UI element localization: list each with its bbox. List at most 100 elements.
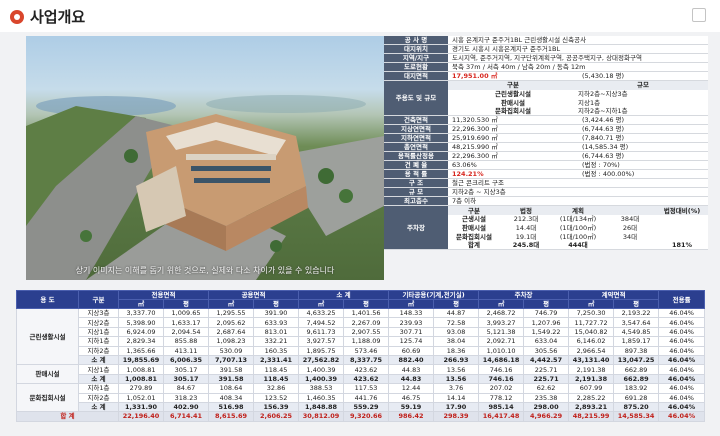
bullet-icon xyxy=(10,9,24,24)
use-label: 주용도 및 규모 xyxy=(384,80,448,117)
table-cell: 633.93 xyxy=(253,317,300,328)
area-table-body: 근린생활시설 지상3층 3,337.70 1,009.65 1,295.55 391.90… xyxy=(16,307,706,422)
total-cell: 30,812.09 xyxy=(298,411,345,422)
table-cell: 305.56 xyxy=(523,345,570,356)
table-cell: 391.58 xyxy=(208,373,255,385)
page-header: 사업개요 xyxy=(0,0,720,32)
use-header-type: 구분 xyxy=(448,81,578,90)
use-group-cell: 근린생활시설 xyxy=(16,307,79,366)
total-cell: 14,585.34 xyxy=(613,411,660,422)
info-row: 최고층수 7층 이하 xyxy=(384,196,708,207)
table-cell: 125.74 xyxy=(388,336,435,347)
table-cell: 15,040.82 xyxy=(568,326,615,338)
table-cell: 2,092.71 xyxy=(478,336,525,347)
table-cell: 239.93 xyxy=(388,317,435,328)
table-cell: 307.71 xyxy=(388,326,435,338)
unit-m2: ㎡ xyxy=(568,299,615,309)
subtotal-row: 소 계 1,331.90 402.90 516.98 156.39 1,848.88 559… xyxy=(17,401,706,413)
total-cell: 6,714.41 xyxy=(162,411,210,422)
use-section: 주용도 및 규모 구분 규모 근린생활시설 지하2층~지상3층 xyxy=(384,80,708,117)
table-cell: 6,924.09 xyxy=(118,326,164,338)
info-row: 지역/지구 도시지역, 준주거지역, 지구단위계획구역, 공공주택지구, 상대정… xyxy=(384,53,708,64)
info-row: 공 사 명 시흥 은계지구 준주거1BL 근린생활시설 신축공사 xyxy=(384,36,708,46)
row-label: 소 계 xyxy=(78,401,119,413)
info-value: 북측 37m / 서측 40m / 남측 20m / 동측 12m xyxy=(448,62,708,73)
table-cell: 408.34 xyxy=(208,392,255,403)
total-label: 합 계 xyxy=(16,411,119,422)
table-cell: 17.90 xyxy=(433,401,480,413)
info-row: 용 적 률 124.21% (법정 : 400.00%) xyxy=(384,169,708,180)
info-label: 공 사 명 xyxy=(384,36,448,46)
parking-label: 주차장 xyxy=(384,205,448,251)
row-label: 지하2층 xyxy=(78,392,119,403)
table-cell: 1,009.65 xyxy=(162,307,210,319)
parking-row: 근생시설 212.3대 (1대/134㎡) 384대 xyxy=(462,215,640,224)
table-cell: 117.53 xyxy=(343,383,390,394)
table-cell: 44.83 xyxy=(388,373,435,385)
info-value: 시흥 은계지구 준주거1BL 근린생활시설 신축공사 xyxy=(448,36,708,46)
table-cell: 19,855.69 xyxy=(118,354,164,366)
table-cell: 43,131.40 xyxy=(568,354,615,366)
table-cell: 413.11 xyxy=(162,345,210,356)
table-cell: 2,193.22 xyxy=(613,307,660,319)
table-cell: 5,398.90 xyxy=(118,317,164,328)
use-row: 문화집회시설 지하2층~지하1층 xyxy=(495,107,628,116)
row-label: 소 계 xyxy=(78,354,119,366)
table-cell: 46.04% xyxy=(658,364,706,375)
table-row: 지하2층 1,365.66 413.11 530.09 160.35 1,895.75 57… xyxy=(17,345,706,356)
table-cell: 18.36 xyxy=(433,345,480,356)
table-cell: 84.67 xyxy=(162,383,210,394)
table-cell: 1,400.39 xyxy=(298,373,345,385)
info-table: 공 사 명 시흥 은계지구 준주거1BL 근린생활시설 신축공사 대지위치 경기… xyxy=(384,36,708,251)
info-label: 대지면적 xyxy=(384,71,448,82)
table-cell: 423.62 xyxy=(343,364,390,375)
table-cell: 1,848.88 xyxy=(298,401,345,413)
subtotal-row: 소 계 1,008.81 305.17 391.58 118.45 1,400.39 423… xyxy=(17,373,706,385)
table-cell: 1,401.56 xyxy=(343,307,390,319)
unit-m2: ㎡ xyxy=(388,299,435,309)
floor-area-ratio-value: 124.21% xyxy=(448,169,578,180)
table-cell: 46.75 xyxy=(388,392,435,403)
page-title: 사업개요 xyxy=(30,8,86,26)
table-cell: 318.23 xyxy=(162,392,210,403)
window-control-button[interactable] xyxy=(692,8,706,22)
info-label: 도로현황 xyxy=(384,62,448,73)
table-row: 근린생활시설 지상3층 3,337.70 1,009.65 1,295.55 391.90… xyxy=(16,307,706,366)
unit-pyeong: 평 xyxy=(613,299,660,309)
unit-m2: ㎡ xyxy=(118,299,164,309)
header-subtotal: 소 계 xyxy=(298,290,390,300)
table-cell: 46.04% xyxy=(658,392,706,403)
table-cell: 423.62 xyxy=(343,373,390,385)
table-cell: 235.38 xyxy=(523,392,570,403)
total-cell: 2,606.25 xyxy=(253,411,300,422)
table-cell: 225.71 xyxy=(523,373,570,385)
row-label: 지하1층 xyxy=(78,336,119,347)
info-value: 도시지역, 준주거지역, 지구단위계획구역, 공공주택지구, 상대정화구역 xyxy=(448,53,708,64)
parking-total-row: 합계 245.8대 444대 181% xyxy=(468,241,693,250)
total-row: 합 계 22,196.40 6,714.41 8,615.69 2,606.25 30,8… xyxy=(16,411,706,422)
table-cell: 266.93 xyxy=(433,354,480,366)
info-label: 대지위치 xyxy=(384,44,448,55)
building-rendering: 상기 이미지는 이해를 돕기 위한 것으로, 실제와 다소 차이가 있을 수 있… xyxy=(26,36,384,280)
info-label: 지역/지구 xyxy=(384,53,448,64)
table-cell: 1,400.39 xyxy=(298,364,345,375)
table-cell: 2,095.62 xyxy=(208,317,255,328)
use-table: 구분 규모 근린생활시설 지하2층~지상3층 판매시설 지상1층 xyxy=(448,81,708,115)
table-cell: 391.58 xyxy=(208,364,255,375)
parking-section: 주차장 구분 법정 계획 법정대비(%) 근생시설 xyxy=(384,205,708,251)
table-cell: 46.04% xyxy=(658,354,706,366)
table-cell: 156.39 xyxy=(253,401,300,413)
table-cell: 1,295.55 xyxy=(208,307,255,319)
info-row: 규 모 지하2층 ~ 지상3층 xyxy=(384,187,708,198)
table-cell: 530.09 xyxy=(208,345,255,356)
table-cell: 298.00 xyxy=(523,401,570,413)
table-cell: 14,686.18 xyxy=(478,354,525,366)
unit-m2: ㎡ xyxy=(478,299,525,309)
table-row: 지상1층 6,924.09 2,094.54 2,687.64 813.01 9,611.… xyxy=(17,326,706,338)
table-cell: 3,993.27 xyxy=(478,317,525,328)
table-cell: 46.04% xyxy=(658,345,706,356)
table-cell: 662.89 xyxy=(613,373,660,385)
info-row: 용적률산정용 22,296.300 ㎡ (6,744.63 평) xyxy=(384,151,708,162)
table-cell: 14.14 xyxy=(433,392,480,403)
unit-pyeong: 평 xyxy=(433,299,480,309)
